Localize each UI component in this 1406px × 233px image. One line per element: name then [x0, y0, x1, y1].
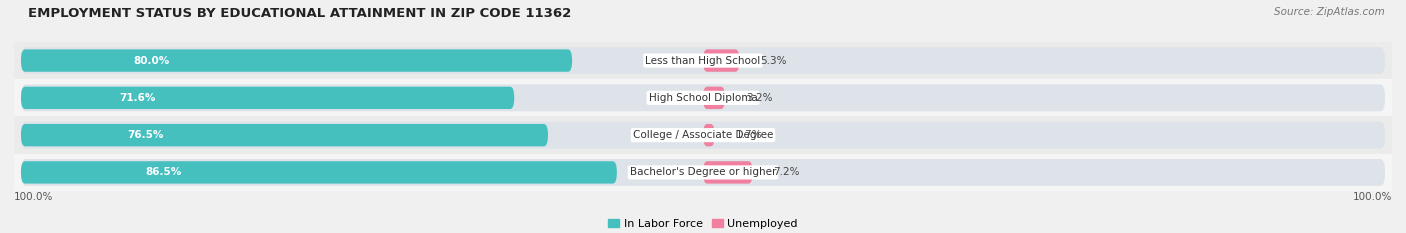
Text: 3.2%: 3.2% [745, 93, 772, 103]
Text: Source: ZipAtlas.com: Source: ZipAtlas.com [1274, 7, 1385, 17]
Bar [14, 79, 1392, 116]
FancyBboxPatch shape [21, 159, 1385, 186]
Legend: In Labor Force, Unemployed: In Labor Force, Unemployed [603, 214, 803, 233]
Bar [14, 116, 1392, 154]
Text: Less than High School: Less than High School [645, 56, 761, 65]
FancyBboxPatch shape [21, 84, 1385, 111]
Bar [14, 154, 1392, 191]
FancyBboxPatch shape [703, 161, 752, 184]
Text: 71.6%: 71.6% [120, 93, 156, 103]
Text: 86.5%: 86.5% [145, 168, 181, 177]
Text: 80.0%: 80.0% [134, 56, 170, 65]
Text: EMPLOYMENT STATUS BY EDUCATIONAL ATTAINMENT IN ZIP CODE 11362: EMPLOYMENT STATUS BY EDUCATIONAL ATTAINM… [28, 7, 571, 20]
Text: 7.2%: 7.2% [773, 168, 800, 177]
FancyBboxPatch shape [703, 87, 725, 109]
Text: College / Associate Degree: College / Associate Degree [633, 130, 773, 140]
FancyBboxPatch shape [21, 87, 515, 109]
FancyBboxPatch shape [21, 47, 1385, 74]
Text: 76.5%: 76.5% [128, 130, 165, 140]
Text: 1.7%: 1.7% [735, 130, 762, 140]
FancyBboxPatch shape [21, 49, 572, 72]
Text: 100.0%: 100.0% [1353, 192, 1392, 202]
Text: 5.3%: 5.3% [761, 56, 787, 65]
Bar [14, 42, 1392, 79]
FancyBboxPatch shape [21, 124, 548, 146]
FancyBboxPatch shape [703, 49, 740, 72]
Text: High School Diploma: High School Diploma [648, 93, 758, 103]
Text: 100.0%: 100.0% [14, 192, 53, 202]
FancyBboxPatch shape [703, 124, 714, 146]
FancyBboxPatch shape [21, 161, 617, 184]
Text: Bachelor's Degree or higher: Bachelor's Degree or higher [630, 168, 776, 177]
FancyBboxPatch shape [21, 122, 1385, 149]
